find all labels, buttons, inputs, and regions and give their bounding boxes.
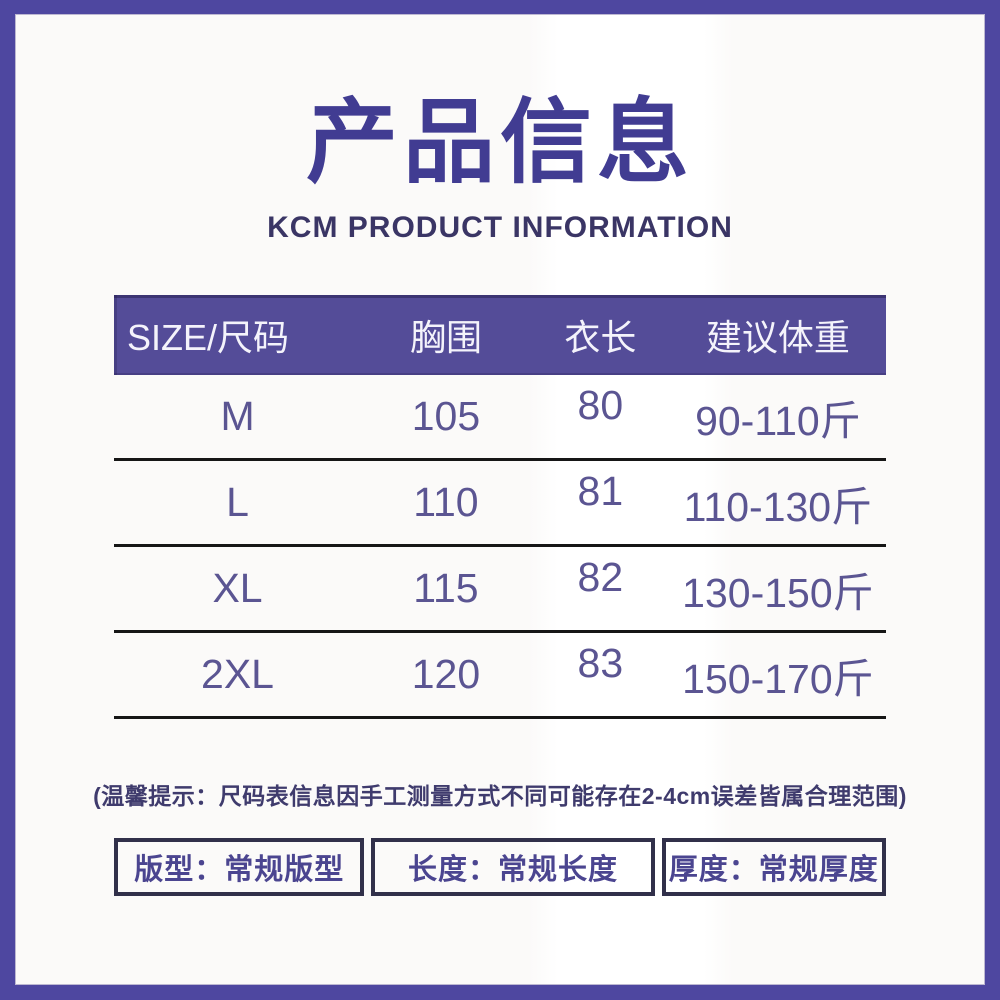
size-table-header: SIZE/尺码 胸围 衣长 建议体重 (114, 295, 886, 376)
measurement-note: (温馨提示：尺码表信息因手工测量方式不同可能存在2-4cm误差皆属合理范围) (93, 783, 907, 810)
cell-chest: 105 (411, 393, 481, 440)
cell-length: 81 (577, 468, 624, 515)
cell-chest: 115 (413, 565, 479, 612)
table-row: 2XL 120 83 150-170斤 (114, 633, 886, 720)
cell-size: M (220, 393, 255, 440)
table-row: L 110 81 110-130斤 (114, 461, 886, 548)
cell-weight: 130-150斤 (682, 569, 874, 616)
header-cell-chest: 胸围 (409, 317, 482, 359)
attribute-box-thickness: 厚度：常规厚度 (661, 838, 886, 897)
header-cell-length: 衣长 (564, 317, 637, 359)
cell-chest: 120 (411, 651, 481, 698)
table-row: M 105 80 90-110斤 (114, 375, 886, 462)
product-info-card: 产品信息 KCM PRODUCT INFORMATION SIZE/尺码 胸围 … (15, 14, 985, 985)
cell-weight: 110-130斤 (683, 483, 873, 530)
header-cell-size: SIZE/尺码 (127, 317, 290, 359)
page-title: 产品信息 (305, 92, 694, 194)
attribute-box-fit: 版型：常规版型 (114, 838, 365, 897)
header-cell-weight: 建议体重 (705, 317, 850, 359)
cell-length: 82 (577, 554, 624, 601)
cell-size: XL (212, 565, 263, 612)
page-subtitle: KCM PRODUCT INFORMATION (267, 211, 733, 245)
table-row: XL 115 82 130-150斤 (114, 547, 886, 634)
cell-weight: 90-110斤 (695, 397, 861, 444)
size-table: SIZE/尺码 胸围 衣长 建议体重 M 105 80 90-110斤 L 11… (114, 295, 886, 720)
cell-size: 2XL (201, 651, 274, 698)
cell-length: 83 (577, 640, 624, 687)
attribute-box-length: 长度：常规长度 (371, 838, 655, 897)
cell-chest: 110 (413, 479, 479, 526)
title-section: 产品信息 KCM PRODUCT INFORMATION (15, 14, 985, 245)
attribute-row: 版型：常规版型 长度：常规长度 厚度：常规厚度 (114, 838, 886, 897)
cell-size: L (226, 479, 249, 526)
cell-length: 80 (577, 382, 624, 429)
cell-weight: 150-170斤 (682, 655, 874, 702)
